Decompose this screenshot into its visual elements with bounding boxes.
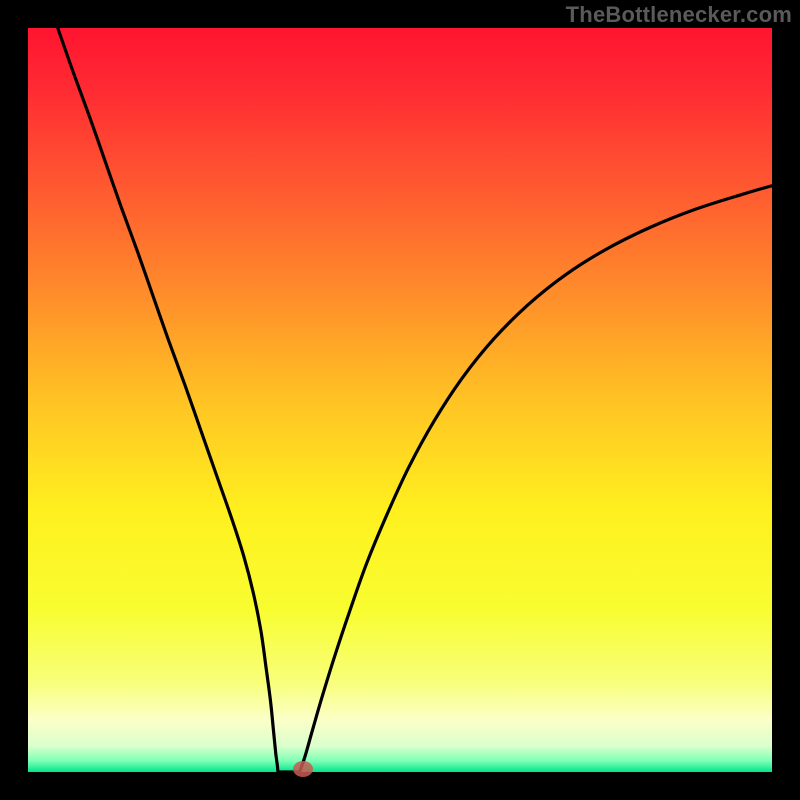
bottleneck-curve xyxy=(0,0,800,800)
chart-frame: TheBottlenecker.com xyxy=(0,0,800,800)
curve-path xyxy=(58,28,772,772)
watermark-text: TheBottlenecker.com xyxy=(566,2,792,28)
